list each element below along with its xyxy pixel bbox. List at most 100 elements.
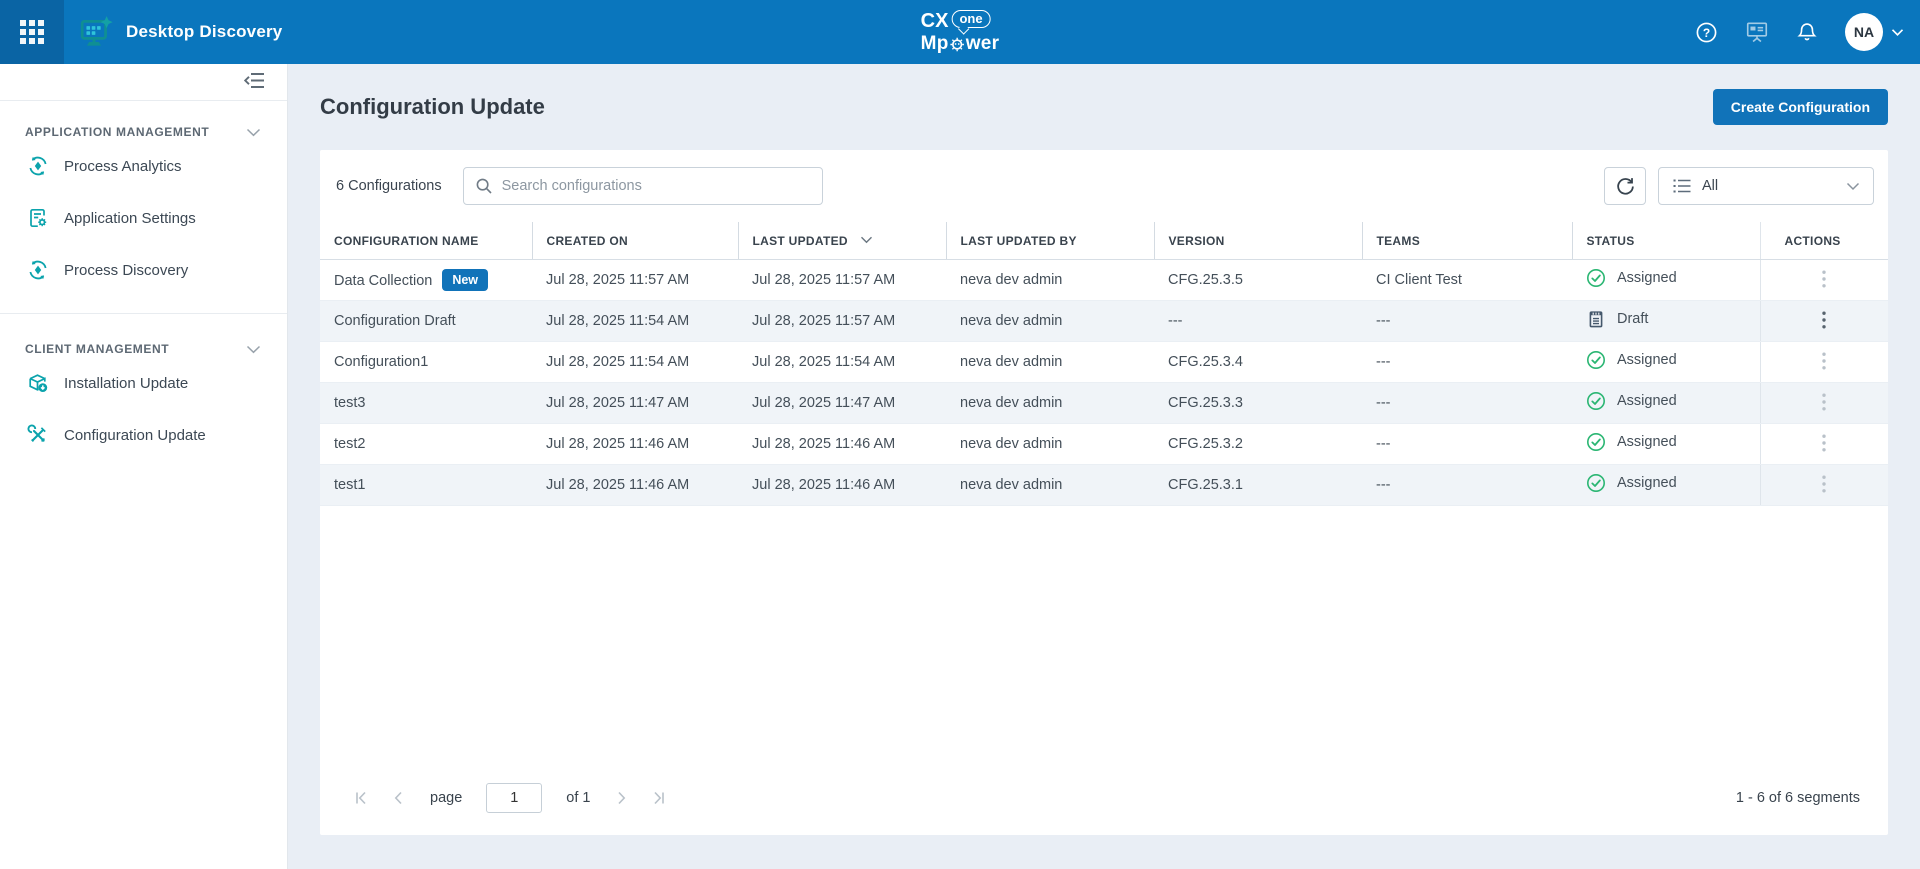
column-header-last-updated[interactable]: LAST UPDATED [737,222,946,260]
sidebar-item-process-discovery[interactable]: Process Discovery [0,245,287,295]
row-actions-button[interactable] [1814,307,1834,336]
cell-status: Assigned [1572,382,1760,424]
sidebar: APPLICATION MANAGEMENT Process Analytics [0,64,288,869]
cell-last-updated: Jul 28, 2025 11:57 AM [738,300,946,342]
assigned-check-icon [1587,433,1605,451]
top-navigation-bar: Desktop Discovery CX one Mp wer ? [0,0,1920,64]
create-configuration-button[interactable]: Create Configuration [1712,89,1888,125]
column-header-status[interactable]: STATUS [1571,222,1760,260]
row-actions-button[interactable] [1814,348,1834,377]
sidebar-item-installation-update[interactable]: Installation Update [0,358,287,408]
column-header-version[interactable]: VERSION [1153,222,1362,260]
sidebar-item-application-settings[interactable]: Application Settings [0,193,287,243]
collapse-sidebar-button[interactable] [243,72,265,92]
cell-actions [1759,259,1888,301]
table-body: Data Collection New Jul 28, 2025 11:57 AM… [320,259,1888,506]
configuration-name: Data Collection [334,273,433,289]
main-content: Configuration Update Create Configuratio… [288,64,1920,869]
table-toolbar: 6 Configurations [320,150,1888,222]
configurations-card: 6 Configurations [320,150,1888,835]
status-label: Assigned [1617,475,1677,491]
configuration-name: Configuration1 [334,354,429,370]
table-row[interactable]: test3 Jul 28, 2025 11:47 AM Jul 28, 2025… [320,382,1888,424]
help-button[interactable]: ? [1695,21,1718,44]
table-row[interactable]: Configuration1 Jul 28, 2025 11:54 AM Jul… [320,341,1888,383]
chevron-down-icon [246,345,261,353]
cell-configuration-name: test3 [320,382,532,424]
cell-actions [1759,300,1888,342]
kebab-menu-icon [1822,270,1826,287]
section-header-client-management[interactable]: CLIENT MANAGEMENT [0,342,287,356]
column-header-teams[interactable]: TEAMS [1361,222,1572,260]
row-actions-button[interactable] [1814,266,1834,295]
app-launcher-button[interactable] [0,0,64,64]
kebab-menu-icon [1822,475,1826,492]
status-label: Assigned [1617,434,1677,450]
cell-last-updated-by: neva dev admin [946,382,1154,424]
assigned-check-icon [1587,392,1605,410]
cell-created-on: Jul 28, 2025 11:54 AM [532,300,738,342]
refresh-button[interactable] [1604,167,1646,205]
cell-last-updated-by: neva dev admin [946,259,1154,301]
process-analytics-icon [29,156,47,176]
avatar: NA [1845,13,1883,51]
desktop-discovery-logo-icon [80,16,113,46]
chevron-down-icon [246,128,261,136]
cell-actions [1759,464,1888,506]
column-header-last-updated-by[interactable]: LAST UPDATED BY [945,222,1154,260]
application-settings-icon [30,208,47,228]
cell-created-on: Jul 28, 2025 11:54 AM [532,341,738,383]
cell-configuration-name: Data Collection New [320,259,532,301]
app-grid-icon [20,20,44,44]
cell-last-updated: Jul 28, 2025 11:47 AM [738,382,946,424]
cell-version: CFG.25.3.4 [1154,341,1362,383]
refresh-icon [1616,177,1634,195]
kebab-menu-icon [1822,434,1826,451]
process-discovery-icon [29,260,47,280]
cell-teams: --- [1362,300,1572,342]
status-filter-dropdown[interactable]: All [1658,167,1874,205]
cell-teams: --- [1362,423,1572,465]
configuration-update-icon [27,424,46,442]
cell-teams: --- [1362,382,1572,424]
user-menu-button[interactable]: NA [1845,13,1904,51]
section-application-management: APPLICATION MANAGEMENT Process Analytics [0,101,287,313]
row-actions-button[interactable] [1814,471,1834,500]
announcements-button[interactable] [1745,20,1769,44]
cell-teams: --- [1362,341,1572,383]
sidebar-item-configuration-update[interactable]: Configuration Update [0,410,287,460]
notifications-button[interactable] [1796,21,1818,44]
logo-one-bubble: one [951,10,991,35]
list-icon [1673,179,1691,193]
kebab-menu-icon [1822,352,1826,369]
cell-last-updated: Jul 28, 2025 11:57 AM [738,259,946,301]
configuration-name: test2 [334,436,366,452]
first-page-button[interactable] [354,791,368,805]
cell-status: Draft [1572,300,1760,342]
previous-page-button[interactable] [392,791,406,805]
last-page-button[interactable] [652,791,666,805]
sort-descending-icon [860,236,872,244]
table-row[interactable]: Configuration Draft Jul 28, 2025 11:54 A… [320,300,1888,342]
table-row[interactable]: Data Collection New Jul 28, 2025 11:57 AM… [320,259,1888,301]
logo-gear-icon [950,37,964,51]
first-page-icon [356,791,366,805]
row-actions-button[interactable] [1814,389,1834,418]
cell-last-updated-by: neva dev admin [946,464,1154,506]
search-input[interactable] [501,178,811,194]
section-header-application-management[interactable]: APPLICATION MANAGEMENT [0,125,287,139]
results-range-label: 1 - 6 of 6 segments [1735,790,1860,806]
cell-last-updated: Jul 28, 2025 11:46 AM [738,464,946,506]
search-box [462,167,823,205]
table-row[interactable]: test1 Jul 28, 2025 11:46 AM Jul 28, 2025… [320,464,1888,506]
column-header-created-on[interactable]: CREATED ON [531,222,738,260]
table-row[interactable]: test2 Jul 28, 2025 11:46 AM Jul 28, 2025… [320,423,1888,465]
filter-selected-value: All [1702,178,1719,194]
column-header-configuration-name[interactable]: CONFIGURATION NAME [320,222,532,260]
row-actions-button[interactable] [1814,430,1834,459]
installation-update-icon [29,374,48,392]
sidebar-item-process-analytics[interactable]: Process Analytics [0,141,287,191]
next-page-button[interactable] [614,791,628,805]
cell-actions [1759,423,1888,465]
page-number-input[interactable] [486,783,543,813]
